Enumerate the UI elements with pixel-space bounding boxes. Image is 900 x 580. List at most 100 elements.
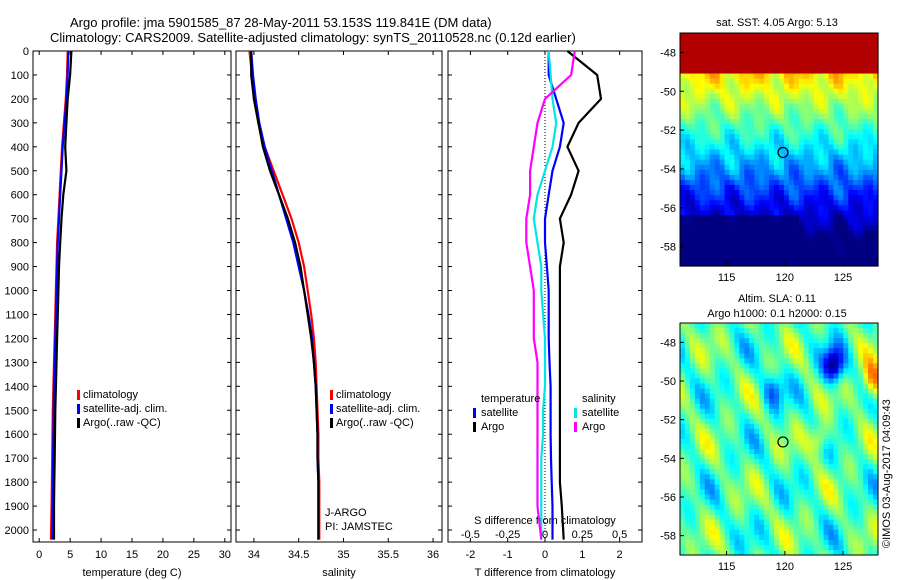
heatmap-cell	[704, 200, 711, 206]
heatmap-cell	[843, 338, 849, 344]
heatmap-cell	[833, 230, 839, 237]
heatmap-cell	[853, 88, 859, 95]
heatmap-cell	[684, 393, 691, 400]
heatmap-cell	[833, 378, 839, 385]
heatmap-cell	[684, 159, 691, 166]
heatmap-cell	[714, 149, 721, 156]
heatmap-cell	[813, 469, 820, 475]
heatmap-cell	[749, 519, 755, 526]
heatmap-cell	[813, 338, 820, 344]
heatmap-cell	[848, 489, 854, 496]
heatmap-cell	[788, 363, 795, 369]
heatmap-cell	[798, 469, 805, 475]
heatmap-cell	[873, 154, 879, 161]
heatmap-cell	[754, 514, 760, 521]
heatmap-cell	[868, 378, 874, 385]
heatmap-cell	[808, 444, 815, 450]
heatmap-cell	[734, 73, 740, 80]
heatmap-cell	[828, 33, 835, 39]
heatmap-cell	[694, 108, 701, 115]
heatmap-cell	[689, 539, 696, 546]
heatmap-cell	[714, 464, 721, 470]
heatmap-cell	[764, 489, 770, 496]
heatmap-cell	[853, 323, 859, 329]
heatmap-cell	[769, 494, 775, 501]
heatmap-cell	[689, 323, 696, 329]
heatmap-cell	[803, 444, 810, 450]
heatmap-cell	[848, 469, 854, 475]
heatmap-cell	[729, 454, 736, 460]
heatmap-cell	[848, 93, 854, 100]
heatmap-cell	[744, 83, 750, 90]
heatmap-cell	[863, 388, 869, 395]
heatmap-cell	[848, 225, 854, 232]
heatmap-cell	[684, 43, 691, 49]
heatmap-cell	[749, 240, 755, 247]
heatmap-cell	[699, 235, 706, 242]
heatmap-cell	[798, 205, 805, 211]
heatmap-cell	[863, 529, 869, 536]
heatmap-cell	[793, 549, 800, 556]
heatmap-cell	[734, 250, 740, 257]
heatmap-cell	[823, 358, 830, 364]
heatmap-cell	[724, 103, 731, 110]
heatmap-cell	[833, 323, 839, 329]
heatmap-cell	[868, 418, 874, 425]
heatmap-cell	[798, 98, 805, 105]
heatmap-cell	[699, 408, 706, 415]
heatmap-cell	[828, 103, 835, 110]
heatmap-cell	[779, 230, 785, 237]
heatmap-cell	[774, 464, 780, 470]
heatmap-cell	[813, 333, 820, 339]
heatmap-cell	[803, 469, 810, 475]
heatmap-cell	[813, 408, 820, 415]
heatmap-cell	[813, 255, 820, 262]
heatmap-cell	[833, 328, 839, 334]
heatmap-cell	[739, 103, 745, 110]
heatmap-cell	[699, 230, 706, 237]
heatmap-cell	[769, 144, 775, 151]
heatmap-cell	[714, 108, 721, 115]
heatmap-cell	[798, 343, 805, 349]
heatmap-cell	[783, 479, 790, 485]
heatmap-cell	[724, 58, 731, 64]
heatmap-cell	[680, 235, 686, 242]
heatmap-cell	[704, 250, 711, 257]
heatmap-cell	[779, 48, 785, 54]
heatmap-cell	[823, 215, 830, 222]
heatmap-cell	[783, 250, 790, 257]
heatmap-cell	[734, 169, 740, 176]
heatmap-cell	[764, 88, 770, 95]
heatmap-cell	[863, 454, 869, 460]
heatmap-cell	[709, 393, 716, 400]
heatmap-cell	[719, 129, 726, 135]
heatmap-cell	[783, 383, 790, 390]
heatmap-cell	[863, 260, 869, 267]
heatmap-cell	[853, 114, 859, 120]
heatmap-cell	[699, 124, 706, 130]
heatmap-cell	[749, 408, 755, 415]
y-tick-label: -48	[660, 337, 676, 349]
heatmap-cell	[694, 48, 701, 54]
heatmap-cell	[858, 174, 864, 181]
heatmap-cell	[744, 519, 750, 526]
heatmap-cell	[709, 255, 716, 262]
heatmap-cell	[858, 154, 864, 161]
heatmap-cell	[788, 464, 795, 470]
heatmap-cell	[828, 159, 835, 166]
heatmap-cell	[848, 190, 854, 196]
heatmap-cell	[873, 403, 879, 410]
heatmap-cell	[744, 200, 750, 206]
heatmap-cell	[769, 403, 775, 410]
heatmap-cell	[709, 444, 716, 450]
heatmap-cell	[680, 353, 686, 359]
heatmap-cell	[783, 68, 790, 75]
heatmap-cell	[734, 338, 740, 344]
heatmap-cell	[774, 139, 780, 146]
heatmap-cell	[719, 205, 726, 211]
heatmap-cell	[863, 444, 869, 450]
heatmap-cell	[798, 514, 805, 521]
heatmap-cell	[684, 363, 691, 369]
heatmap-cell	[848, 215, 854, 222]
heatmap-cell	[759, 544, 765, 551]
